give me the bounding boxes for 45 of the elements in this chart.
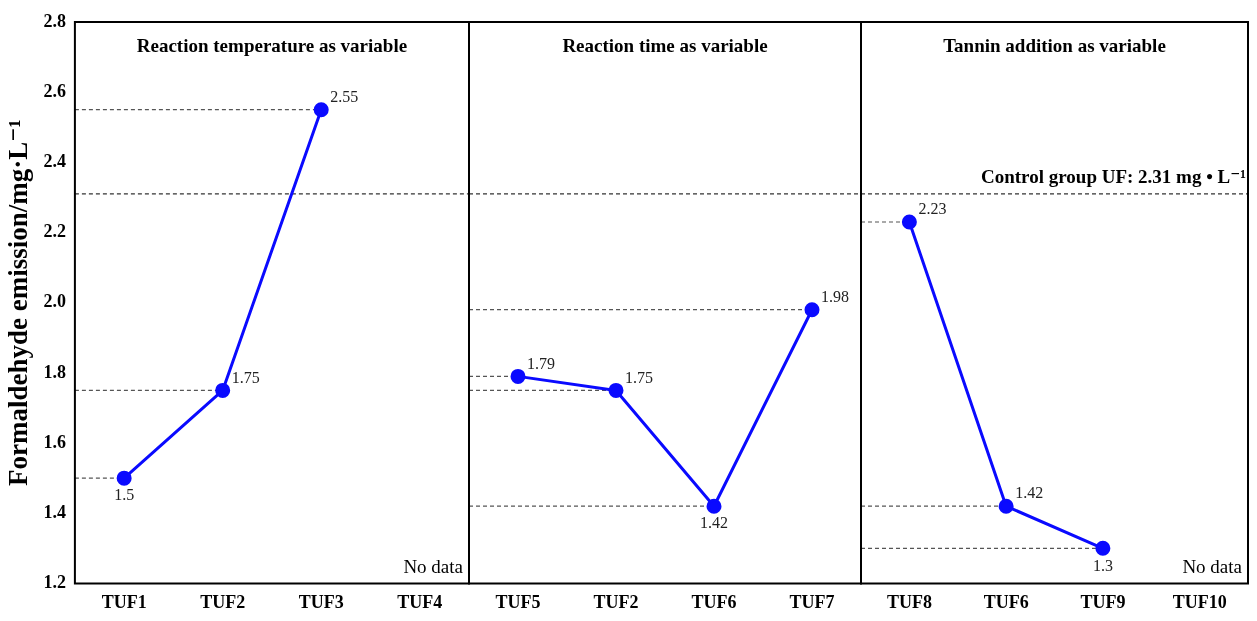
annotation: No data bbox=[1182, 555, 1243, 577]
data-label: 1.75 bbox=[231, 368, 260, 386]
data-label: 2.55 bbox=[330, 87, 359, 105]
point bbox=[804, 302, 820, 318]
x-tick-label: TUF2 bbox=[200, 591, 246, 612]
point bbox=[313, 102, 329, 118]
y-tick-label: 2.8 bbox=[43, 10, 66, 31]
text: Reaction temperature as variable bbox=[136, 34, 408, 56]
x-tick-label: TUF7 bbox=[789, 591, 835, 612]
x-tick-label: TUF4 bbox=[397, 591, 443, 612]
data-label: 1.42 bbox=[700, 514, 728, 532]
data-label: 2.23 bbox=[918, 200, 947, 218]
point bbox=[215, 382, 231, 398]
y-tick-label: 2.0 bbox=[43, 291, 66, 312]
y-tick-label: 1.8 bbox=[43, 361, 66, 382]
data-label: 1.42 bbox=[1015, 484, 1044, 502]
annotation: No data bbox=[403, 555, 464, 577]
data-label: 1.98 bbox=[821, 287, 849, 305]
data-label: 1.3 bbox=[1092, 556, 1113, 574]
x-tick-label: TUF10 bbox=[1172, 591, 1227, 612]
point bbox=[608, 382, 624, 398]
y-axis-title: Formaldehyde emission/mg·L⁻¹ bbox=[3, 119, 34, 486]
y-tick-label: 1.2 bbox=[43, 572, 66, 593]
data-label: 1.75 bbox=[625, 368, 653, 386]
x-tick-label: TUF8 bbox=[886, 591, 932, 612]
x-tick-label: TUF1 bbox=[101, 591, 147, 612]
text: Tannin addition as variable bbox=[943, 34, 1166, 56]
y-tick-label: 2.6 bbox=[43, 80, 66, 101]
y-tick-label: 1.4 bbox=[43, 501, 66, 522]
x-tick-label: TUF6 bbox=[983, 591, 1029, 612]
point bbox=[116, 470, 132, 486]
data-label: 1.79 bbox=[527, 354, 555, 372]
x-tick-label: TUF6 bbox=[691, 591, 737, 612]
text: Reaction time as variable bbox=[562, 34, 768, 56]
ref-line-label: Control group UF: 2.31 mg • L⁻¹ bbox=[981, 166, 1246, 188]
x-tick-label: TUF2 bbox=[593, 591, 639, 612]
point bbox=[706, 498, 722, 514]
x-tick-label: TUF3 bbox=[298, 591, 344, 612]
y-tick-label: 2.4 bbox=[43, 151, 66, 172]
x-tick-label: TUF9 bbox=[1080, 591, 1126, 612]
y-tick-label: 2.2 bbox=[43, 221, 66, 242]
x-tick-label: TUF5 bbox=[495, 591, 541, 612]
data-label: 1.5 bbox=[114, 486, 135, 504]
point bbox=[510, 368, 526, 384]
y-tick-label: 1.6 bbox=[43, 431, 66, 452]
